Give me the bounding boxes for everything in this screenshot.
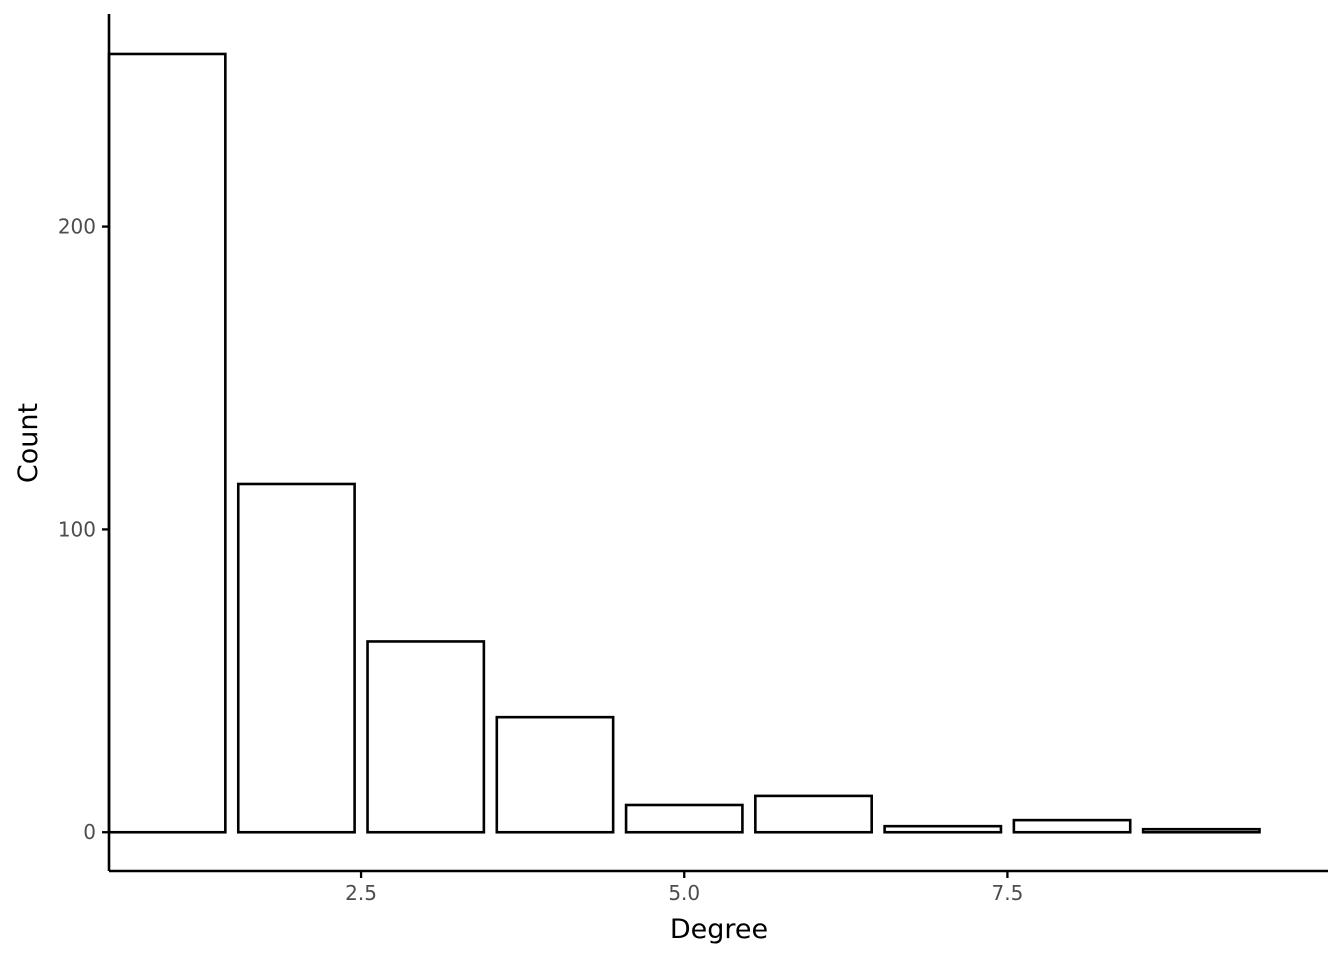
x-tick-label: 2.5 <box>345 881 377 905</box>
bar-degree-9 <box>1141 827 1261 834</box>
bars-group <box>107 52 1261 834</box>
y-tick-label: 0 <box>83 820 96 844</box>
bar-degree-4 <box>495 715 615 834</box>
y-tick-label: 100 <box>58 517 96 541</box>
x-axis-ticks: 2.5 5.0 7.5 <box>345 871 1023 905</box>
y-axis-ticks: 0 100 200 <box>58 215 109 844</box>
y-axis-title: Count <box>13 403 44 483</box>
x-tick-label: 7.5 <box>992 881 1024 905</box>
bar-degree-3 <box>366 640 486 834</box>
bar-degree-7 <box>883 824 1003 834</box>
bar-degree-2 <box>236 482 356 834</box>
x-axis-title: Degree <box>670 914 768 945</box>
bar-degree-8 <box>1012 818 1132 834</box>
x-tick-label: 5.0 <box>668 881 700 905</box>
bar-degree-6 <box>754 794 873 834</box>
bar-degree-5 <box>624 803 744 834</box>
bar-degree-1 <box>107 52 227 834</box>
y-tick-label: 200 <box>58 215 96 239</box>
